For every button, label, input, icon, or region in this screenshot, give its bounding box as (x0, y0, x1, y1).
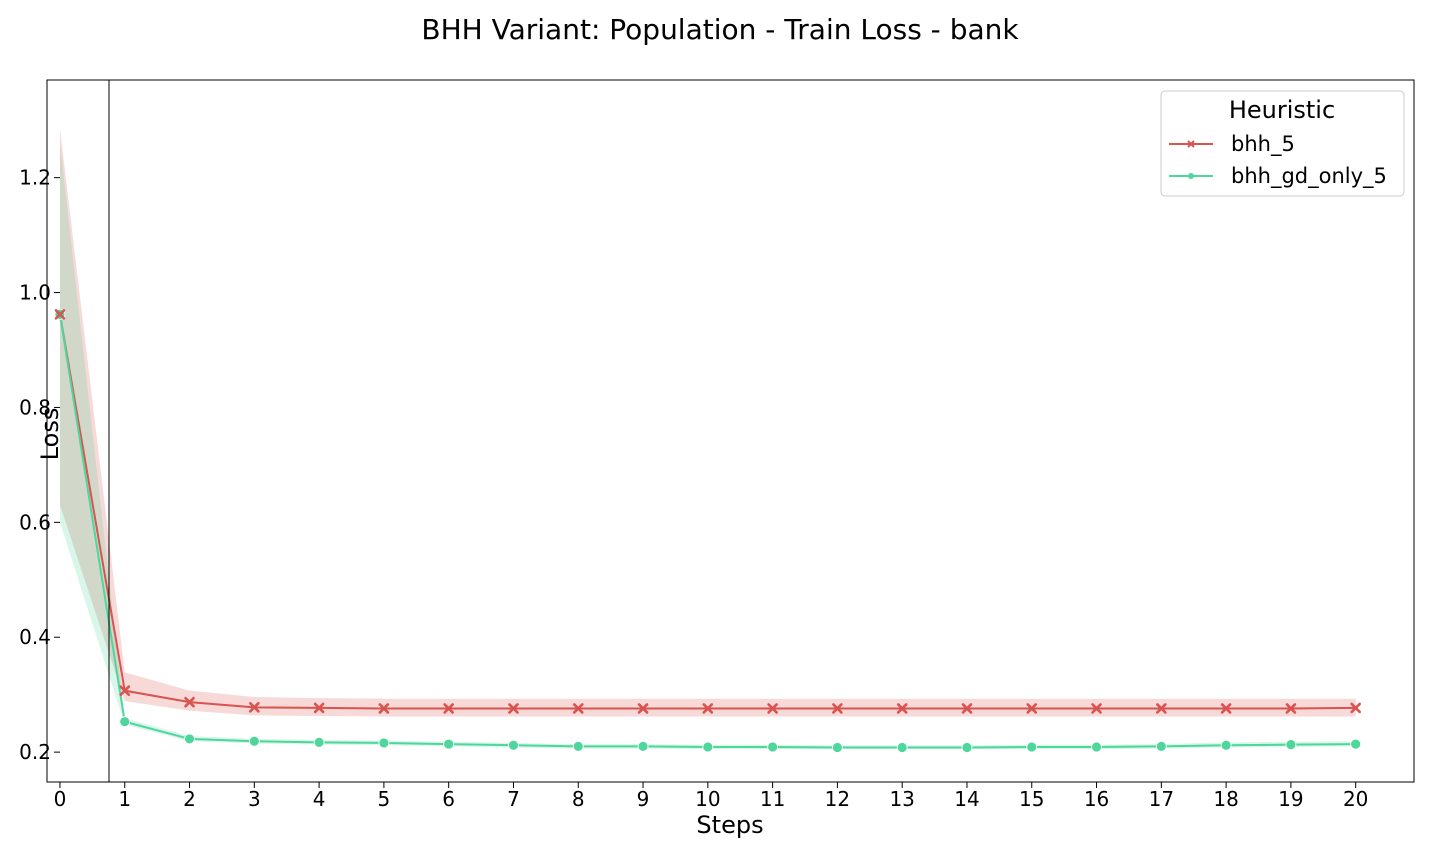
x-tick-label: 19 (1278, 787, 1303, 811)
x-tick-label: 13 (889, 787, 914, 811)
x-axis-label: Steps (696, 811, 763, 839)
point-bhh_5-16 (1091, 703, 1102, 714)
point-bhh_5-5 (378, 703, 390, 714)
point-bhh_5-15 (1026, 703, 1038, 714)
point-bhh_gd_only_5-1 (119, 716, 131, 728)
point-bhh_gd_only_5-7 (508, 739, 519, 751)
x-tick-label: 16 (1084, 787, 1109, 811)
legend-box (1160, 90, 1405, 197)
point-bhh_5-19 (1285, 703, 1297, 714)
legend-entries: bhh_5 bhh_gd_only_5 (1169, 132, 1387, 189)
x-tick-label: 5 (378, 787, 391, 811)
y-axis-ticks: 0.2 0.4 0.6 0.8 1.0 1.2 (19, 166, 60, 764)
legend-label: bhh_5 (1231, 132, 1295, 157)
x-tick-label: 6 (442, 787, 455, 811)
point-bhh_5-11 (767, 703, 778, 714)
point-bhh_gd_only_5-4 (313, 736, 325, 748)
x-tick-label: 1 (118, 787, 131, 811)
point-bhh_gd_only_5-13 (896, 742, 908, 753)
x-tick-label: 18 (1213, 787, 1238, 811)
x-tick-label: 17 (1149, 787, 1174, 811)
point-bhh_5-0 (54, 309, 66, 320)
x-tick-label: 11 (760, 787, 785, 811)
point-bhh_gd_only_5-20 (1350, 738, 1362, 750)
x-tick-label: 8 (572, 787, 585, 811)
point-bhh_5-9 (637, 703, 649, 714)
y-tick-label: 0.8 (19, 395, 51, 419)
legend-swatch-marker (1187, 140, 1195, 148)
point-bhh_5-10 (702, 703, 714, 714)
point-bhh_gd_only_5-3 (248, 735, 260, 747)
legend-swatch-marker (1188, 173, 1194, 179)
y-tick-label: 1.2 (19, 166, 51, 190)
point-bhh_gd_only_5-19 (1285, 739, 1297, 751)
point-bhh_5-14 (961, 703, 973, 714)
x-tick-label: 0 (54, 787, 67, 811)
point-bhh_gd_only_5-11 (767, 741, 779, 753)
point-bhh_gd_only_5-17 (1155, 740, 1167, 752)
point-bhh_gd_only_5-6 (443, 738, 455, 750)
point-bhh_5-20 (1350, 702, 1361, 714)
band-bhh_5 (59, 128, 1356, 717)
point-bhh_gd_only_5-8 (572, 740, 584, 752)
point-bhh_5-3 (249, 702, 260, 713)
y-tick-label: 1.0 (19, 281, 51, 305)
y-tick-label: 0.4 (19, 625, 51, 649)
point-bhh_5-2 (184, 696, 195, 708)
point-bhh_5-1 (119, 685, 131, 696)
x-tick-label: 7 (507, 787, 520, 811)
x-tick-label: 4 (313, 787, 326, 811)
legend-label: bhh_gd_only_5 (1231, 164, 1387, 189)
point-bhh_5-4 (313, 702, 325, 714)
point-bhh_5-7 (508, 703, 519, 714)
x-tick-label: 9 (637, 787, 650, 811)
point-bhh_gd_only_5-15 (1026, 741, 1038, 753)
x-tick-label: 10 (695, 787, 720, 811)
point-bhh_gd_only_5-12 (831, 742, 843, 753)
point-bhh_gd_only_5-5 (378, 737, 390, 749)
legend-title: Heuristic (1229, 96, 1335, 124)
series-markers (54, 308, 1362, 753)
y-axis-label: Loss (36, 408, 64, 461)
chart-title: BHH Variant: Population - Train Loss - b… (421, 13, 1019, 46)
point-bhh_gd_only_5-9 (637, 740, 649, 752)
plot-area (54, 128, 1362, 753)
band-bhh_gd_only_5 (59, 143, 1356, 750)
x-tick-label: 12 (825, 787, 850, 811)
x-tick-label: 3 (248, 787, 261, 811)
point-bhh_gd_only_5-2 (184, 733, 195, 745)
plot-frame (46, 79, 1415, 783)
point-bhh_5-18 (1220, 703, 1232, 714)
confidence-bands (59, 128, 1356, 750)
legend: Heuristic bhh_5 bhh_gd_only_5 (1160, 90, 1405, 197)
legend-entry-bhh_gd_only_5: bhh_gd_only_5 (1169, 164, 1387, 189)
point-bhh_5-6 (443, 703, 454, 714)
point-bhh_gd_only_5-10 (702, 741, 714, 753)
series-lines (58, 314, 1356, 749)
legend-entry-bhh_5: bhh_5 (1169, 132, 1295, 157)
y-tick-label: 0.2 (19, 740, 51, 764)
point-bhh_5-12 (832, 703, 843, 714)
line-bhh_gd_only_5 (58, 314, 1356, 749)
line-bhh_5 (58, 314, 1356, 710)
x-tick-label: 14 (954, 787, 979, 811)
point-bhh_5-13 (896, 703, 908, 714)
point-bhh_gd_only_5-14 (961, 742, 973, 753)
point-bhh_gd_only_5-16 (1091, 741, 1102, 753)
x-axis-ticks: 0 1 2 3 4 5 6 7 8 9 10 11 12 13 14 15 16 17 18 19 20 (54, 782, 1368, 811)
x-tick-label: 2 (183, 787, 196, 811)
point-bhh_5-17 (1156, 703, 1167, 714)
x-tick-label: 20 (1343, 787, 1368, 811)
point-bhh_5-8 (572, 703, 584, 714)
y-tick-label: 0.6 (19, 510, 51, 534)
x-tick-label: 15 (1019, 787, 1044, 811)
point-bhh_gd_only_5-18 (1220, 739, 1232, 751)
